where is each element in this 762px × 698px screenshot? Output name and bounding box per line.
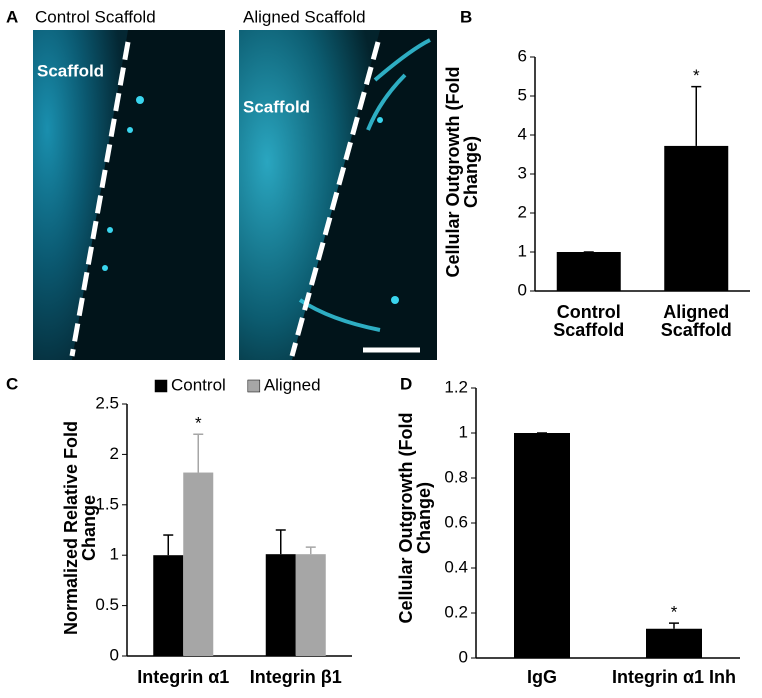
y-tick-label: 1.2 bbox=[444, 377, 468, 396]
panel-letter: D bbox=[400, 374, 412, 393]
y-tick-label: 2.5 bbox=[95, 393, 119, 412]
image-label: Scaffold bbox=[37, 61, 104, 80]
legend-swatch bbox=[154, 379, 168, 393]
bar bbox=[183, 472, 214, 656]
y-tick-label: 1 bbox=[459, 422, 468, 441]
image-label: Scaffold bbox=[243, 97, 310, 116]
image-title: Control Scaffold bbox=[35, 7, 156, 26]
y-axis-label: Normalized Relative Fold Change bbox=[61, 420, 99, 636]
x-tick-label: Integrin α1 Inh bbox=[611, 667, 737, 687]
bar bbox=[514, 433, 570, 658]
y-tick-label: 0.5 bbox=[95, 595, 119, 614]
micrograph-aligned bbox=[239, 30, 437, 360]
y-tick-label: 6 bbox=[518, 46, 527, 65]
y-tick-label: 0 bbox=[518, 280, 527, 299]
panel-letter: A bbox=[6, 7, 18, 26]
y-tick-label: 1 bbox=[518, 241, 527, 260]
x-tick-label: IgG bbox=[527, 667, 557, 687]
significance-marker: * bbox=[693, 66, 700, 85]
significance-marker: * bbox=[671, 603, 678, 622]
y-tick-label: 2 bbox=[110, 444, 119, 463]
micrograph-control bbox=[33, 30, 225, 360]
y-tick-label: 0.6 bbox=[444, 512, 468, 531]
panel-letter: C bbox=[6, 374, 18, 393]
bar bbox=[153, 555, 184, 656]
bar bbox=[265, 554, 296, 656]
y-tick-label: 1 bbox=[110, 545, 119, 564]
x-tick-label: Integrin α1 bbox=[137, 667, 230, 687]
y-tick-label: 0.2 bbox=[444, 602, 468, 621]
y-tick-label: 4 bbox=[518, 124, 527, 143]
bar bbox=[646, 628, 702, 658]
y-tick-label: 5 bbox=[518, 85, 527, 104]
x-tick-label: Integrin β1 bbox=[249, 667, 342, 687]
bar bbox=[295, 554, 326, 656]
y-axis-label: Cellular Outgrowth (Fold Change) bbox=[443, 66, 481, 278]
panel-letter: B bbox=[460, 7, 472, 26]
legend-label: Aligned bbox=[264, 375, 321, 394]
bar bbox=[556, 252, 621, 291]
legend-swatch bbox=[247, 379, 261, 393]
y-tick-label: 1.5 bbox=[95, 494, 119, 513]
y-tick-label: 0 bbox=[110, 645, 119, 664]
bar bbox=[664, 145, 729, 291]
x-tick-label: Aligned Scaffold bbox=[660, 302, 732, 340]
y-tick-label: 0 bbox=[459, 647, 468, 666]
y-tick-label: 3 bbox=[518, 163, 527, 182]
significance-marker: * bbox=[195, 414, 202, 433]
y-tick-label: 0.4 bbox=[444, 557, 468, 576]
y-tick-label: 0.8 bbox=[444, 467, 468, 486]
y-tick-label: 2 bbox=[518, 202, 527, 221]
x-tick-label: Control Scaffold bbox=[553, 302, 625, 340]
image-title: Aligned Scaffold bbox=[243, 7, 366, 26]
legend-label: Control bbox=[171, 375, 226, 394]
y-axis-label: Cellular Outgrowth (Fold Change) bbox=[396, 412, 434, 624]
